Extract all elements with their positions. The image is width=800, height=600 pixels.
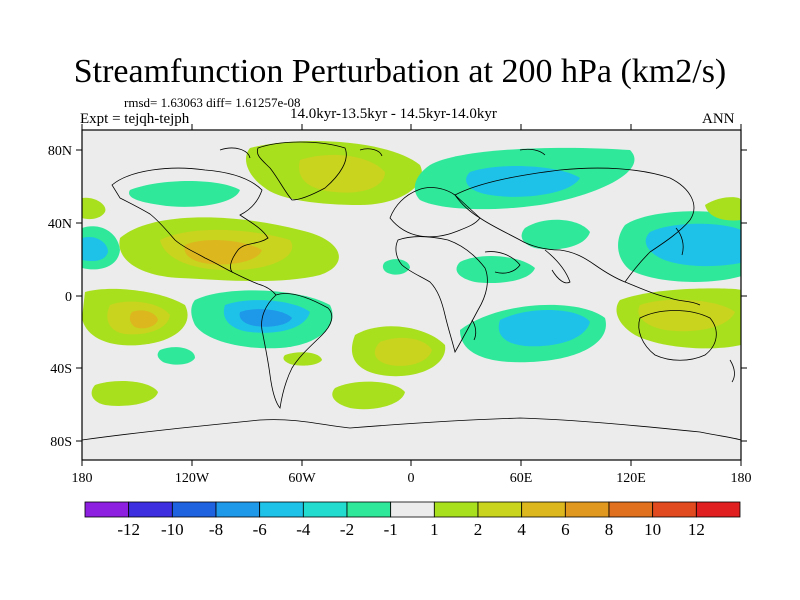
coast-arabia [484, 251, 521, 274]
coast-north-america [111, 167, 269, 274]
colorbar-swatch [346, 501, 392, 518]
period-label: 14.0kyr-13.5kyr - 14.5kyr-14.0kyr [290, 106, 497, 122]
contour-positive-greenland-inner [299, 154, 385, 193]
colorbar-label: -2 [340, 520, 354, 539]
contour-positive-southern-ocean-west [91, 380, 158, 406]
lon-tick-label: 180 [731, 471, 752, 486]
colorbar-swatch [390, 501, 435, 518]
lat-axis: 80N 40N 0 40S 80S [48, 144, 747, 450]
colorbar-swatch [302, 501, 348, 518]
colorbar-label: 2 [474, 520, 483, 539]
coast-japan [675, 227, 684, 256]
colorbar-label: -6 [253, 520, 267, 539]
contour-negative-west-edge-inner [82, 236, 108, 262]
stats-label: rmsd= 1.63063 diff= 1.61257e-08 [124, 95, 301, 110]
contour-fills [82, 141, 741, 410]
colorbar-label: -10 [161, 520, 184, 539]
contour-positive-northwest-edge [82, 197, 106, 220]
coast-australia [638, 310, 717, 361]
colorbar-label: -8 [209, 520, 223, 539]
contour-negative-indian-ocean-inner [498, 310, 590, 347]
colorbar-label: 10 [644, 520, 661, 539]
contour-negative-atlantic-small [382, 259, 410, 275]
colorbar-label: -4 [296, 520, 311, 539]
coast-asia [454, 167, 695, 283]
lat-tick-label: 40N [48, 217, 72, 232]
season-label: ANN [702, 111, 735, 127]
lon-tick-label: 60W [288, 471, 316, 486]
contour-positive-northeast-edge [705, 197, 741, 221]
experiment-label: Expt = tejqh-tejph [80, 111, 190, 127]
colorbar-label: 6 [561, 520, 570, 539]
coast-south-america [261, 293, 333, 409]
contour-negative-north-africa [456, 256, 535, 284]
colorbar-swatch [564, 501, 610, 518]
lat-tick-label: 80N [48, 144, 72, 159]
colorbar-swatch [259, 501, 304, 518]
coast-central-america [231, 271, 277, 296]
coast-india [544, 249, 571, 284]
lat-tick-label: 80S [50, 435, 72, 450]
lat-tick-label: 0 [65, 290, 72, 305]
contour-negative-arabia [521, 219, 590, 250]
contour-positive-south-pacific-core [129, 310, 158, 329]
colorbar [84, 501, 741, 518]
colorbar-label: 1 [430, 520, 439, 539]
map-title: Streamfunction Perturbation at 200 hPa (… [73, 53, 727, 90]
coast-new-zealand [729, 359, 735, 383]
colorbar-swatch [433, 501, 479, 518]
coast-africa [395, 236, 488, 354]
lon-tick-label: 120W [175, 471, 210, 486]
contour-positive-south-atlantic-inner [374, 337, 432, 366]
colorbar-label: -12 [117, 520, 140, 539]
colorbar-swatch [608, 501, 654, 518]
contour-positive-central-america-core [184, 239, 262, 265]
colorbar-label: 8 [605, 520, 614, 539]
contour-negative-asia-pacific-inner [645, 223, 741, 267]
lat-tick-label: 40S [50, 362, 72, 377]
colorbar-label: 12 [688, 520, 705, 539]
coast-southeast-asia [624, 281, 701, 306]
contour-negative-north-america [129, 181, 240, 207]
contour-negative-south-america-core [239, 309, 292, 327]
coast-antarctica [82, 417, 741, 441]
colorbar-swatch [652, 501, 697, 518]
coastlines [82, 141, 741, 441]
lon-tick-label: 0 [408, 471, 415, 486]
coast-arctic-islands [219, 147, 546, 159]
colorbar-swatch [215, 501, 261, 518]
colorbar-swatch [84, 501, 130, 518]
contour-negative-eurasia-inner [466, 166, 580, 197]
contour-positive-south-small [283, 352, 322, 366]
lon-axis: 180 120W 60W 0 60E 120E 180 [72, 124, 752, 486]
coast-madagascar [471, 319, 477, 341]
colorbar-labels: -12 -10 -8 -6 -4 -2 -1 1 2 4 6 8 10 12 [117, 520, 705, 539]
coast-greenland [256, 141, 347, 201]
colorbar-swatch [477, 501, 523, 518]
colorbar-swatch [695, 501, 741, 518]
lon-tick-label: 120E [616, 471, 646, 486]
colorbar-swatch [128, 501, 173, 518]
contour-positive-southern-ocean-mid [332, 381, 405, 410]
contour-positive-australia-inner [638, 299, 735, 332]
colorbar-label: 4 [517, 520, 526, 539]
lon-tick-label: 60E [510, 471, 533, 486]
colorbar-label: -1 [384, 520, 398, 539]
lon-tick-label: 180 [72, 471, 93, 486]
contour-negative-south-small [157, 347, 195, 365]
colorbar-swatch [521, 501, 566, 518]
colorbar-swatch [171, 501, 217, 518]
